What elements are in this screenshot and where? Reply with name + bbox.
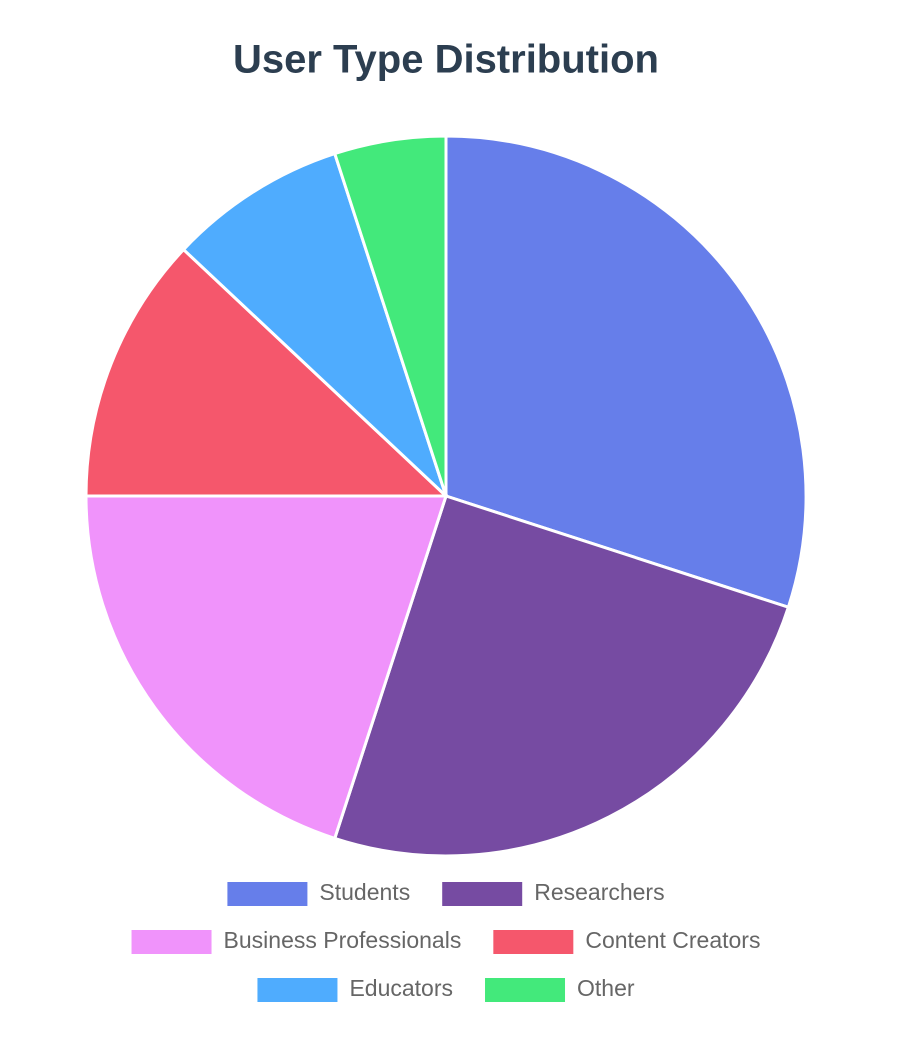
- legend-label: Business Professionals: [224, 927, 462, 953]
- legend-item: Other: [485, 975, 635, 1002]
- legend-label: Students: [319, 879, 410, 905]
- legend-swatch: [227, 882, 308, 906]
- pie-slice: [332, 134, 448, 497]
- legend-label: Other: [577, 975, 635, 1001]
- legend-swatch: [257, 978, 338, 1002]
- legend-item: Researchers: [442, 879, 665, 906]
- legend-item: Students: [227, 879, 410, 906]
- legend-swatch: [493, 930, 574, 954]
- legend-swatch: [442, 882, 523, 906]
- legend-item: Educators: [257, 975, 453, 1002]
- pie-slice: [181, 151, 448, 498]
- pie-slice: [84, 247, 450, 498]
- legend-label: Researchers: [534, 879, 664, 905]
- chart-title: User Type Distribution: [233, 38, 659, 82]
- legend-label: Educators: [349, 975, 453, 1001]
- legend-item: Content Creators: [493, 927, 760, 954]
- pie-slice: [444, 134, 808, 610]
- pie-slice: [332, 494, 791, 858]
- legend-swatch: [485, 978, 566, 1002]
- legend-item: Business Professionals: [131, 927, 462, 954]
- pie-slice: [84, 494, 449, 841]
- legend-label: Content Creators: [585, 927, 760, 953]
- legend-swatch: [131, 930, 212, 954]
